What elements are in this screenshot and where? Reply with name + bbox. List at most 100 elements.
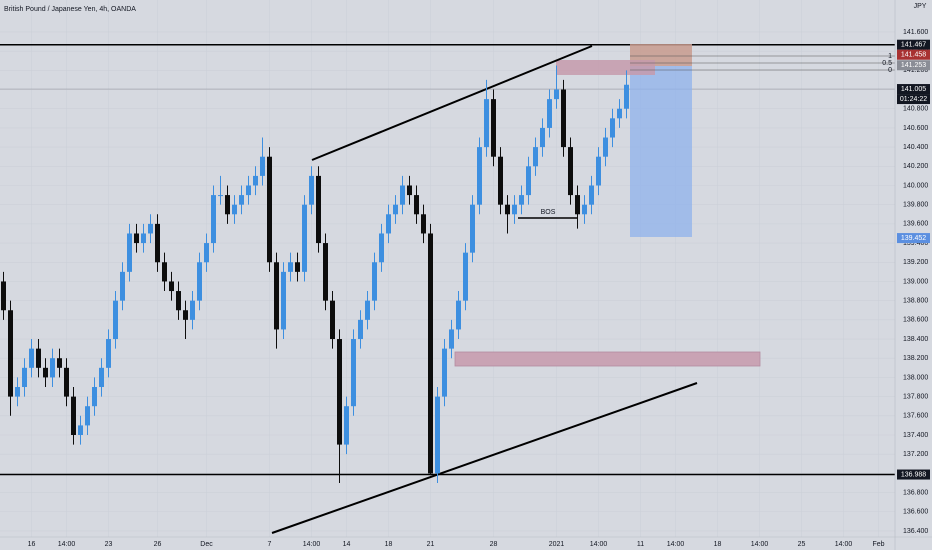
- fib-label: 1: [888, 53, 892, 60]
- candle-body: [498, 156, 503, 205]
- candle-body: [246, 185, 251, 196]
- candle-body: [57, 358, 62, 368]
- candle-body: [71, 396, 76, 435]
- candle-body: [323, 243, 328, 301]
- x-tick-label: 2021: [549, 541, 565, 548]
- y-tick-label: 136.800: [903, 489, 928, 496]
- candle-body: [568, 147, 573, 196]
- price-label: 141.253: [901, 62, 926, 69]
- candle-body: [260, 156, 265, 176]
- candle-body: [239, 195, 244, 205]
- y-tick-label: 139.000: [903, 278, 928, 285]
- candle-body: [309, 175, 314, 205]
- candle-body: [197, 262, 202, 301]
- candle-body: [337, 339, 342, 445]
- candle-body: [141, 233, 146, 244]
- candle-body: [15, 387, 20, 397]
- candle-body: [78, 425, 83, 435]
- candle-body: [43, 367, 48, 378]
- candle-body: [400, 185, 405, 205]
- fib-label: 0: [888, 67, 892, 74]
- candle-body: [99, 367, 104, 388]
- x-tick-label: 14: [343, 541, 351, 548]
- y-tick-label: 140.800: [903, 106, 928, 113]
- candle-body: [491, 99, 496, 157]
- x-tick-label: 14:00: [590, 541, 608, 548]
- candle-body: [365, 300, 370, 320]
- y-tick-label: 141.600: [903, 29, 928, 36]
- x-tick-label: 28: [490, 541, 498, 548]
- y-tick-label: 139.400: [903, 240, 928, 247]
- candle-body: [505, 204, 510, 215]
- x-tick-label: 14:00: [667, 541, 685, 548]
- candle-body: [155, 223, 160, 263]
- candle-body: [148, 223, 153, 234]
- countdown-bg: [897, 94, 930, 105]
- candle-body: [589, 185, 594, 205]
- candle-body: [92, 387, 97, 407]
- y-tick-label: 140.200: [903, 163, 928, 170]
- currency: JPY: [914, 3, 927, 10]
- x-tick-label: 14:00: [58, 541, 76, 548]
- price-label-bg: [897, 60, 930, 71]
- candle-body: [85, 406, 90, 426]
- candle-body: [106, 339, 111, 368]
- y-tick-label: 137.800: [903, 393, 928, 400]
- y-tick-label: 139.800: [903, 202, 928, 209]
- candle-body: [519, 195, 524, 205]
- labels: 136.400136.600136.800137.000137.200137.4…: [28, 29, 930, 548]
- candle-body: [295, 262, 300, 272]
- candle-body: [463, 252, 468, 301]
- candle-body: [379, 233, 384, 263]
- candle-body: [162, 262, 167, 282]
- price-label-bg: [897, 39, 930, 50]
- x-tick-label: 14:00: [751, 541, 769, 548]
- x-tick-label: 18: [714, 541, 722, 548]
- candle-body: [386, 214, 391, 234]
- x-tick-label: 11: [637, 541, 644, 548]
- candle-body: [351, 339, 356, 407]
- supply-zone: [556, 60, 655, 75]
- x-tick-label: 14:00: [303, 541, 321, 548]
- candle-body: [596, 156, 601, 186]
- candle-body: [533, 147, 538, 167]
- y-tick-label: 137.200: [903, 451, 928, 458]
- x-tick-label: 23: [105, 541, 113, 548]
- candle-body: [127, 233, 132, 272]
- demand-zone: [454, 351, 761, 367]
- price-label-bg: [897, 469, 930, 480]
- x-tick-label: 14:00: [835, 541, 853, 548]
- target-zone: [630, 66, 692, 237]
- price-label: 139.452: [901, 235, 926, 242]
- y-tick-label: 140.400: [903, 144, 928, 151]
- candle-body: [169, 281, 174, 292]
- candle-body: [113, 300, 118, 340]
- chart-title: British Pound / Japanese Yen, 4h, OANDA: [4, 6, 136, 13]
- price-label-bg: [897, 233, 930, 244]
- candle-body: [267, 156, 272, 263]
- candle-body: [22, 367, 27, 388]
- y-tick-label: 139.200: [903, 259, 928, 266]
- price-label: 141.005: [901, 86, 926, 93]
- candle-body: [575, 195, 580, 215]
- fib-label: 0.5: [882, 60, 892, 67]
- price-label-bg: [897, 49, 930, 60]
- candle-body: [134, 233, 139, 244]
- x-tick-label: 16: [28, 541, 36, 548]
- candle-body: [540, 127, 545, 148]
- price-label: 141.458: [901, 52, 926, 59]
- x-tick-label: Feb: [872, 541, 884, 548]
- y-tick-label: 141.200: [903, 67, 928, 74]
- candle-body: [617, 108, 622, 119]
- price-label: 141.467: [901, 42, 926, 49]
- y-tick-label: 136.600: [903, 509, 928, 516]
- x-tick-label: 26: [154, 541, 162, 548]
- y-tick-label: 138.000: [903, 374, 928, 381]
- candle-body: [281, 271, 286, 330]
- y-tick-label: 137.600: [903, 413, 928, 420]
- candle-body: [435, 396, 440, 474]
- y-tick-label: 138.600: [903, 317, 928, 324]
- candle-body: [225, 195, 230, 215]
- candle-body: [442, 348, 447, 397]
